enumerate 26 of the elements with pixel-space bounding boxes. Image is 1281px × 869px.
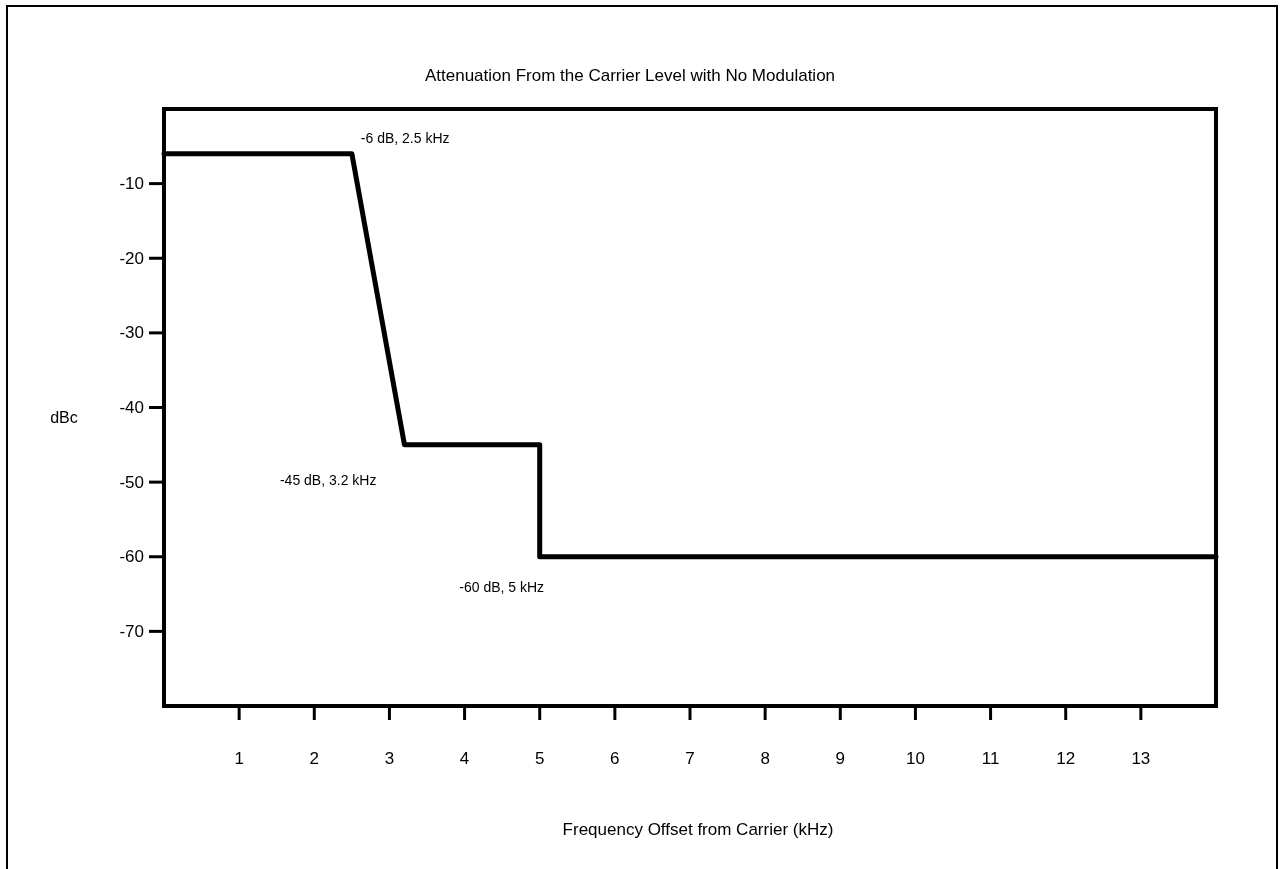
x-tick-label: 4 bbox=[459, 748, 470, 768]
y-axis-title: dBc bbox=[50, 408, 78, 426]
x-tick-label: 1 bbox=[234, 748, 244, 768]
annotation: -45 dB, 3.2 kHz bbox=[279, 471, 377, 488]
x-tick-label: 9 bbox=[835, 748, 846, 768]
x-tick-label: 5 bbox=[534, 748, 545, 768]
y-tick-label: -70 bbox=[119, 621, 144, 641]
x-tick-label: 7 bbox=[685, 748, 695, 768]
y-tick-label: -40 bbox=[119, 398, 144, 417]
x-tick-label: 2 bbox=[309, 748, 320, 768]
x-tick-label: 6 bbox=[610, 748, 620, 768]
annotation: -60 dB, 5 kHz bbox=[459, 578, 545, 595]
x-tick-label: 11 bbox=[981, 748, 1000, 768]
y-tick-label: -10 bbox=[119, 174, 144, 194]
x-tick-label: 10 bbox=[905, 748, 925, 768]
x-tick-label: 8 bbox=[760, 748, 770, 768]
x-tick-label: 13 bbox=[1131, 748, 1151, 768]
y-tick-label: -20 bbox=[119, 248, 144, 268]
y-tick-label: -60 bbox=[119, 547, 144, 567]
x-tick-label: 3 bbox=[384, 748, 395, 768]
chart-title: Attenuation From the Carrier Level with No Modulation bbox=[424, 65, 836, 85]
y-tick-label: -30 bbox=[119, 323, 144, 343]
x-tick-label: 12 bbox=[1056, 748, 1076, 768]
annotation: -6 dB, 2.5 kHz bbox=[360, 129, 450, 146]
y-tick-label: -50 bbox=[119, 472, 144, 492]
x-axis-title: Frequency Offset from Carrier (kHz) bbox=[562, 819, 834, 839]
